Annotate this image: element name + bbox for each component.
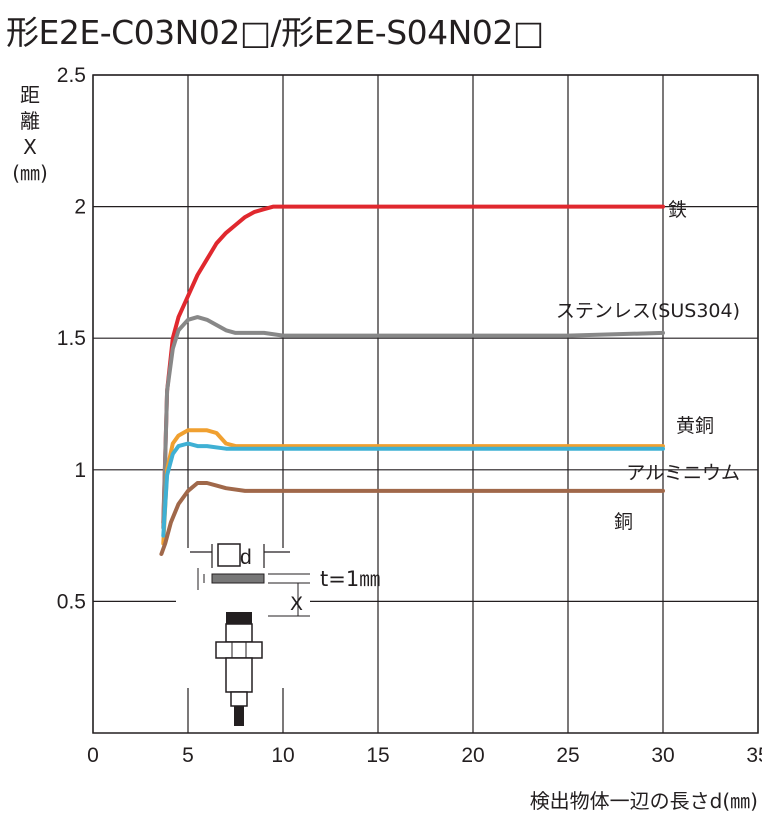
series-label: 銅 xyxy=(614,511,633,533)
x-tick-label: 20 xyxy=(461,744,484,767)
target-plate xyxy=(211,573,265,584)
series-label: アルミニウム xyxy=(626,462,740,484)
series-line xyxy=(161,315,665,530)
y-tick-label: 1.5 xyxy=(57,327,86,350)
y-axis-label-char: X xyxy=(23,135,37,159)
square-symbol xyxy=(217,543,241,567)
series-line xyxy=(159,481,665,556)
series-label: ステンレス(SUS304) xyxy=(556,300,740,322)
x-tick-label: 30 xyxy=(651,744,674,767)
series-line xyxy=(161,204,665,525)
x-tick-label: 15 xyxy=(366,744,389,767)
y-tick-label: 0.5 xyxy=(57,590,86,613)
series-label: 黄銅 xyxy=(676,415,714,437)
y-axis-label-char: 距 xyxy=(20,83,40,107)
y-axis-label: 距離X(㎜) xyxy=(12,83,48,185)
plot-area-border xyxy=(92,74,759,734)
chart-title: 形E2E-C03N02□/形E2E-S04N02□ xyxy=(6,13,544,52)
y-axis-label-char: (㎜) xyxy=(12,161,48,185)
y-axis-label-char: 離 xyxy=(20,109,40,133)
x-tick-label: 35 xyxy=(746,744,762,767)
series-line xyxy=(161,428,665,546)
side-length-label: d xyxy=(240,546,252,569)
y-tick-label: 2.5 xyxy=(57,64,86,87)
x-tick-label: 0 xyxy=(87,744,99,767)
distance-label: X xyxy=(290,593,303,615)
sensor-head xyxy=(226,612,252,624)
y-tick-label: 1 xyxy=(74,459,86,482)
series-line xyxy=(161,441,665,538)
x-axis-label: 検出物体一辺の長さd(㎜) xyxy=(530,789,758,813)
x-tick-label: 25 xyxy=(556,744,579,767)
thickness-label: t=1㎜ xyxy=(320,567,380,591)
x-axis-ticks: 0 5 10 15 20 25 30 35 xyxy=(87,744,762,767)
sensor-diagram: d t=1㎜ X xyxy=(176,543,380,726)
x-tick-label: 10 xyxy=(271,744,294,767)
sensor-cable xyxy=(234,706,244,726)
series-label: 鉄 xyxy=(668,199,687,221)
series-lines xyxy=(159,204,665,556)
y-axis-ticks: 0.5 1 1.5 2 2.5 xyxy=(57,64,86,613)
y-tick-label: 2 xyxy=(74,196,86,219)
x-tick-label: 5 xyxy=(182,744,194,767)
sensor-nut xyxy=(215,641,263,659)
